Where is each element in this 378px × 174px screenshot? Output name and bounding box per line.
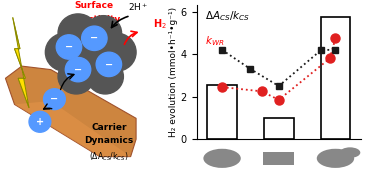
Text: −: − — [50, 94, 59, 104]
Text: (ΔA$_{CS}$/k$_{CS}$): (ΔA$_{CS}$/k$_{CS}$) — [89, 150, 129, 163]
Bar — [264, 118, 293, 139]
Circle shape — [43, 89, 65, 110]
Polygon shape — [14, 101, 131, 157]
Bar — [321, 17, 350, 139]
Polygon shape — [13, 17, 29, 108]
Circle shape — [58, 59, 94, 94]
Text: 2H$^+$: 2H$^+$ — [128, 1, 148, 13]
Text: −: − — [105, 59, 113, 69]
Text: H$_2$: H$_2$ — [153, 17, 167, 31]
Text: Surface: Surface — [75, 1, 114, 10]
Circle shape — [96, 52, 122, 77]
Circle shape — [64, 30, 118, 82]
Text: −: − — [74, 65, 82, 75]
Text: Reactivity: Reactivity — [69, 15, 120, 24]
Text: +: + — [36, 117, 44, 127]
Polygon shape — [5, 66, 136, 157]
Circle shape — [85, 16, 122, 50]
Text: (k$_{WR}$): (k$_{WR}$) — [83, 29, 106, 41]
Bar — [207, 85, 237, 139]
Circle shape — [87, 59, 123, 94]
Y-axis label: H₂ evolution (mmol•h⁻¹•g⁻¹): H₂ evolution (mmol•h⁻¹•g⁻¹) — [169, 7, 178, 137]
Text: Dynamics: Dynamics — [84, 136, 133, 145]
Circle shape — [82, 26, 107, 50]
Circle shape — [96, 33, 136, 71]
Circle shape — [56, 35, 82, 59]
Text: −: − — [90, 33, 98, 43]
Polygon shape — [13, 17, 29, 108]
Text: Carrier: Carrier — [91, 122, 127, 132]
Text: $\Delta A_{CS}/k_{CS}$: $\Delta A_{CS}/k_{CS}$ — [205, 9, 250, 23]
Text: −: − — [65, 42, 73, 52]
Circle shape — [65, 57, 91, 82]
Circle shape — [29, 111, 51, 132]
Text: $k_{WR}$: $k_{WR}$ — [205, 35, 224, 49]
Circle shape — [45, 33, 85, 71]
Circle shape — [58, 14, 98, 52]
